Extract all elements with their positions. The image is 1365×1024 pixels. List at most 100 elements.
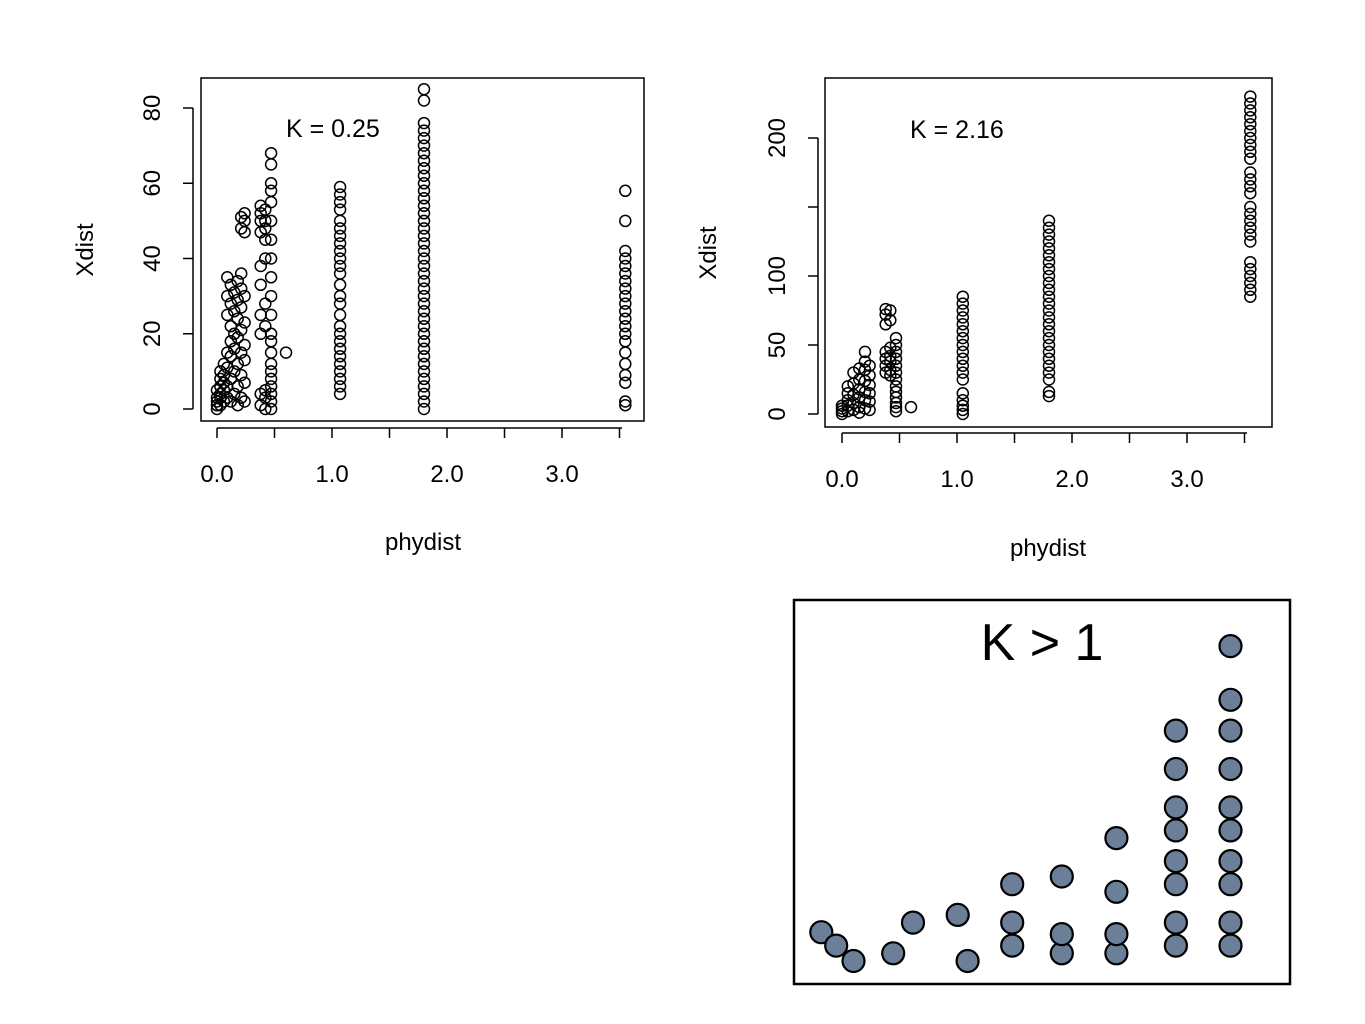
chart-2-point <box>841 387 855 400</box>
chart-3-point <box>1163 933 1189 958</box>
chart-3-point <box>1218 933 1243 958</box>
chart-1-point <box>333 237 347 250</box>
chart-1-point <box>333 188 347 201</box>
chart-2-point <box>956 318 970 331</box>
chart-3-point <box>1000 910 1025 935</box>
chart-1-point <box>264 387 278 401</box>
chart-1-point <box>264 327 278 341</box>
chart-1-point <box>619 398 632 412</box>
chart-1-x-tick-label: 0.0 <box>200 461 233 488</box>
chart-1-point <box>619 244 632 258</box>
chart-2-point <box>1042 262 1056 276</box>
chart-1-point <box>231 380 244 393</box>
chart-2-point <box>1042 214 1056 228</box>
chart-1-point <box>417 380 431 393</box>
chart-1-point <box>417 184 431 198</box>
chart-2-point <box>1244 269 1257 283</box>
chart-1-point <box>333 308 347 322</box>
chart-2-point <box>904 400 918 414</box>
chart-3-point <box>900 910 926 935</box>
chart-3-point <box>945 902 970 928</box>
chart-1-point <box>417 267 431 280</box>
chart-1-y-tick-label: 20 <box>139 320 166 347</box>
chart-1-point <box>228 304 241 318</box>
chart-1-point <box>264 357 278 371</box>
chart-1-point <box>417 282 431 295</box>
chart-1-point <box>234 391 248 404</box>
chart-1-point <box>619 214 632 228</box>
chart-2-x-ticks: 0.0 1.0 2.0 3.0 <box>825 433 1246 493</box>
chart-2-point <box>889 404 903 418</box>
chart-2-point <box>1244 283 1257 297</box>
chart-3-frame <box>792 598 1292 986</box>
chart-2-point <box>863 395 876 408</box>
chart-1-point <box>417 327 431 341</box>
chart-2-annotation: K = 2.16 <box>910 116 1004 144</box>
chart-2-x-title: phydist <box>1010 535 1086 562</box>
chart-1-point <box>417 237 431 250</box>
chart-1-point <box>333 252 347 265</box>
chart-1-point <box>619 184 632 198</box>
chart-2-y-tick-label: 100 <box>764 256 791 296</box>
chart-2-point <box>1244 221 1257 234</box>
chart-1-point <box>417 161 431 175</box>
chart-1-point <box>333 214 347 228</box>
chart-1-point <box>333 180 347 194</box>
chart-1-point <box>224 335 238 348</box>
chart-1-point <box>238 214 251 228</box>
chart-1-point <box>619 252 632 265</box>
chart-2-point <box>1042 276 1056 290</box>
chart-1-point <box>417 312 431 325</box>
chart-2-point <box>1042 221 1056 234</box>
chart-2-point <box>889 385 903 399</box>
chart-1-y-title: Xdist <box>72 223 99 277</box>
chart-2-point <box>956 290 970 303</box>
chart-1-point <box>231 293 244 307</box>
chart-1-point <box>619 282 632 295</box>
chart-1-point <box>417 259 431 273</box>
chart-3: K > 1 <box>792 598 1292 986</box>
chart-1-point <box>228 365 241 378</box>
chart-2-point <box>889 366 903 379</box>
chart-2-x-tick-label: 1.0 <box>940 466 973 493</box>
chart-1-point <box>234 267 248 280</box>
chart-2-point <box>863 359 876 372</box>
chart-1-point <box>417 169 431 182</box>
chart-1-point <box>333 327 347 341</box>
chart-1-point <box>228 387 241 401</box>
chart-2-point <box>1244 111 1257 124</box>
chart-1-point <box>333 203 347 216</box>
chart-1-point <box>417 222 431 235</box>
chart-3-point <box>1049 921 1074 947</box>
chart-1-point <box>333 289 347 303</box>
chart-2-point <box>1042 359 1056 372</box>
chart-1-point <box>333 365 347 378</box>
chart-2-y-title: Xdist <box>695 226 722 280</box>
chart-1-point <box>417 192 431 205</box>
chart-1-point <box>264 289 278 303</box>
chart-1-point <box>333 297 347 310</box>
chart-2-plot-frame <box>824 77 1273 428</box>
chart-2-point <box>1244 276 1257 290</box>
chart-2-point <box>956 393 970 407</box>
chart-1-point <box>254 308 267 322</box>
chart-1-point <box>417 297 431 310</box>
chart-2-points <box>835 90 1257 421</box>
chart-2-point <box>956 331 970 345</box>
chart-2-point <box>1244 290 1257 303</box>
chart-2-point <box>1244 117 1257 131</box>
chart-1-point <box>417 94 431 107</box>
chart-2-point <box>1042 331 1056 345</box>
chart-2-point <box>956 387 970 400</box>
chart-1-point <box>333 319 347 333</box>
chart-1-point <box>234 368 248 382</box>
chart-2-point <box>1042 228 1056 241</box>
chart-3-point <box>824 933 849 958</box>
chart-3-point <box>881 941 906 966</box>
chart-3-point <box>1218 718 1243 743</box>
chart-1-point <box>264 184 278 198</box>
chart-2-point <box>889 331 903 345</box>
chart-2-point <box>853 382 866 396</box>
chart-1-point <box>279 346 293 359</box>
